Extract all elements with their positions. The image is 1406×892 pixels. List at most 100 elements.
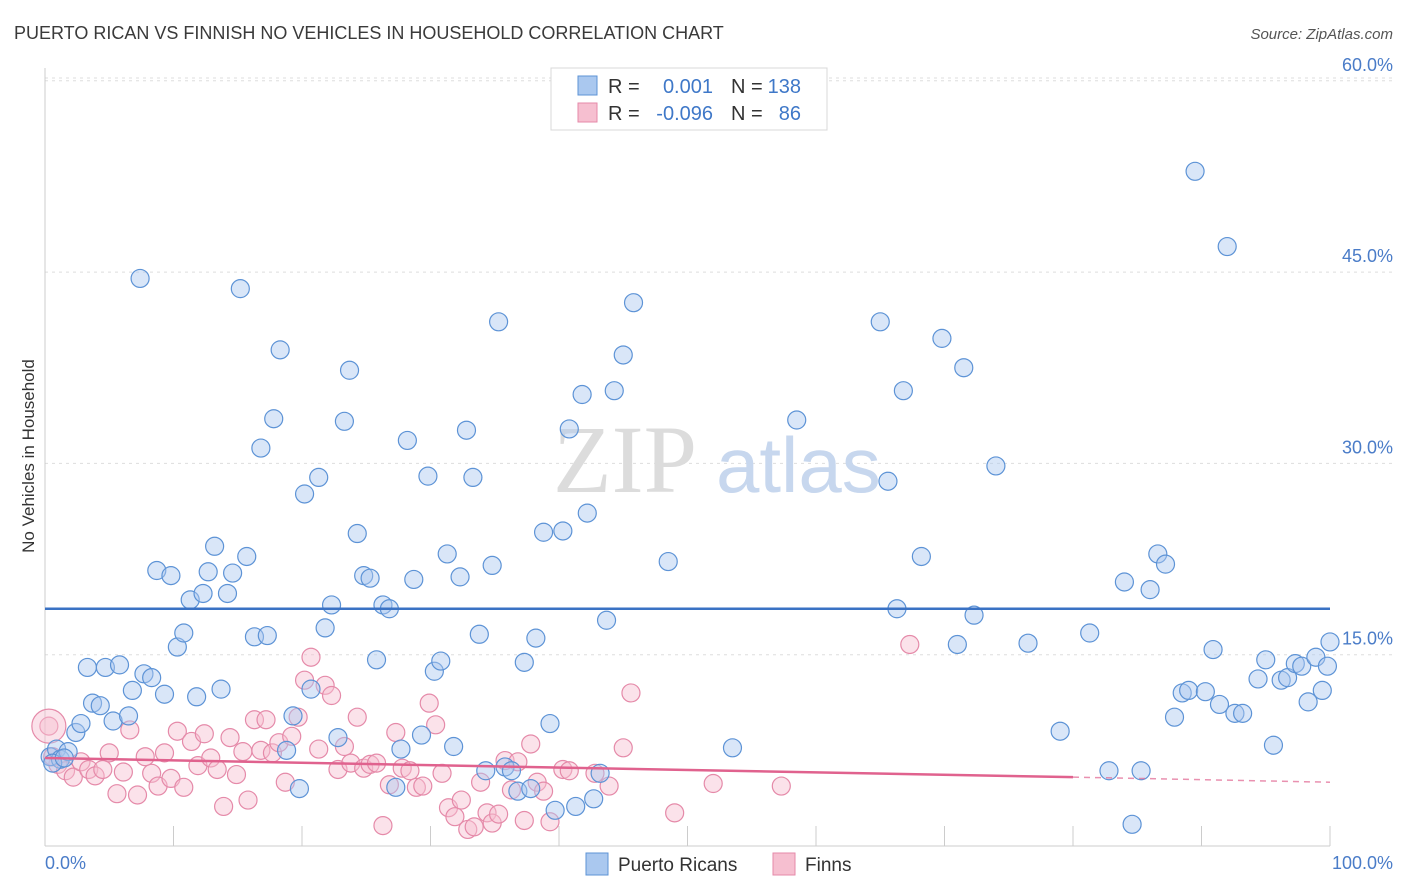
puerto-ricans-point-112	[1148, 544, 1168, 564]
puerto-ricans-point-50	[360, 568, 380, 588]
finns-point-39	[301, 647, 321, 667]
puerto-ricans-point-21	[174, 623, 194, 643]
legend-n-value-1: 138	[768, 76, 801, 98]
puerto-ricans-point-76	[526, 628, 546, 648]
puerto-ricans-point-47	[339, 360, 360, 380]
legend-swatch-puerto-ricans	[577, 75, 598, 96]
finns-point-50	[373, 815, 393, 836]
legend-r-label-2: R =	[608, 103, 640, 125]
puerto-ricans-point-7	[82, 693, 103, 713]
bottom-swatch-finns	[772, 852, 796, 876]
x-tick-labels: 0.0% 100.0%	[45, 853, 1393, 873]
finns-point-61	[445, 807, 465, 827]
chart-title: PUERTO RICAN VS FINNISH NO VEHICLES IN H…	[14, 23, 724, 43]
x-axis-ticks	[44, 826, 1331, 846]
puerto-ricans-point-42	[309, 467, 329, 488]
puerto-ricans-point-37	[276, 740, 297, 760]
legend-r-label-1: R =	[608, 76, 640, 98]
finns-point-82	[621, 683, 641, 703]
finns-point-81	[613, 738, 633, 758]
puerto-ricans-point-44	[321, 595, 342, 615]
puerto-ricans-point-101	[954, 358, 974, 378]
puerto-ricans-point-68	[476, 761, 496, 781]
finns-point-31	[251, 740, 271, 760]
finns-point-22	[194, 724, 214, 744]
finns-point-42	[321, 685, 342, 706]
puerto-ricans-point-124	[1248, 669, 1268, 689]
y-axis-label: No Vehicles in Household	[19, 359, 38, 553]
finns-point-6	[85, 766, 105, 786]
puerto-ricans-point-59	[418, 466, 438, 486]
finns-point-3	[63, 767, 83, 787]
puerto-ricans-point-25	[198, 562, 218, 582]
puerto-ricans-point-123	[1233, 703, 1253, 723]
finns-trend-line-dashed	[1072, 776, 1331, 783]
puerto-ricans-point-133	[1312, 680, 1332, 701]
puerto-ricans-point-5	[71, 713, 91, 734]
puerto-ricans-point-121	[1217, 236, 1237, 257]
finns-point-55	[406, 777, 426, 797]
puerto-ricans-point-130	[1292, 656, 1312, 676]
puerto-ricans-point-27	[211, 679, 231, 699]
puerto-ricans-point-51	[366, 650, 387, 670]
puerto-ricans-point-72	[501, 761, 522, 781]
puerto-ricans-point-135	[1320, 632, 1340, 652]
puerto-ricans-point-75	[521, 779, 541, 799]
puerto-ricans-point-6	[77, 657, 98, 678]
legend-r-value-1: 0.001	[663, 76, 713, 98]
finns-point-83	[665, 803, 685, 823]
finns-point-85	[771, 776, 791, 796]
puerto-ricans-point-83	[572, 384, 592, 405]
puerto-ricans-point-119	[1203, 639, 1223, 660]
puerto-ricans-point-12	[118, 706, 139, 726]
puerto-ricans-point-70	[489, 312, 509, 332]
puerto-ricans-point-13	[122, 680, 142, 701]
y-tick-label-3: 60.0%	[1342, 55, 1393, 75]
puerto-ricans-point-63	[444, 736, 464, 757]
x-tick-label-0: 0.0%	[45, 853, 86, 873]
puerto-ricans-point-33	[251, 438, 271, 458]
legend-n-label-1: N =	[731, 76, 763, 98]
puerto-ricans-point-60	[424, 661, 444, 681]
finns-point-40	[309, 739, 329, 759]
y-tick-label-2: 45.0%	[1342, 246, 1393, 266]
puerto-ricans-point-81	[559, 419, 579, 439]
finns-point-29	[238, 790, 258, 810]
finns-point-large	[31, 708, 67, 744]
puerto-ricans-point-34	[257, 625, 277, 646]
puerto-ricans-point-118	[1195, 682, 1215, 702]
finns-point-59	[432, 763, 452, 783]
puerto-ricans-point-19	[161, 566, 181, 586]
finns-point-18	[167, 721, 187, 741]
puerto-ricans-point-105	[1050, 721, 1070, 741]
puerto-ricans-point-58	[411, 725, 432, 745]
finns-point-77	[553, 759, 573, 780]
finns-point-32	[256, 710, 276, 730]
finns-point-58	[426, 715, 446, 735]
finns-point-84	[703, 773, 723, 794]
puerto-ricans-point-46	[334, 411, 355, 431]
finns-point-25	[214, 796, 234, 817]
puerto-ricans-point-91	[658, 551, 678, 572]
puerto-ricans-point-43	[315, 618, 335, 638]
legend-r-value-2: -0.096	[656, 103, 713, 125]
puerto-ricans-point-84	[577, 503, 597, 523]
puerto-ricans-point-8	[90, 696, 110, 716]
puerto-ricans-point-116	[1179, 680, 1199, 701]
puerto-ricans-point-36	[270, 340, 290, 360]
puerto-ricans-point-41	[301, 679, 321, 699]
series-legend: Puerto Ricans Finns	[585, 852, 851, 876]
puerto-ricans-point-98	[911, 546, 931, 567]
puerto-ricans-point-54	[386, 777, 406, 797]
finns-point-73	[521, 734, 541, 754]
puerto-ricans-point-64	[450, 567, 470, 587]
puerto-ricans-point-100	[947, 634, 967, 655]
legend-n-label-2: N =	[731, 103, 763, 125]
puerto-ricans-point-55	[391, 739, 411, 759]
legend-n-value-2: 86	[779, 103, 801, 125]
puerto-ricans-point-56	[397, 430, 417, 451]
finns-point-52	[386, 722, 406, 743]
finns-point-54	[400, 761, 420, 781]
puerto-ricans-point-103	[986, 456, 1006, 476]
puerto-ricans-point-93	[787, 410, 807, 430]
